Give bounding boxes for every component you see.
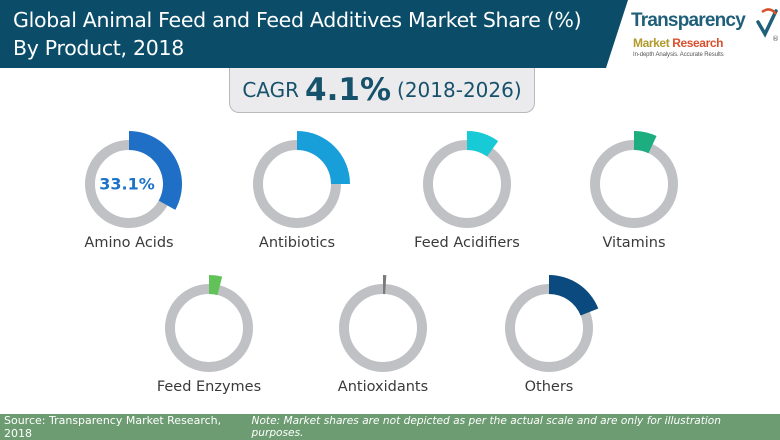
donut-antibiotics: [253, 131, 350, 228]
donut-segment-feed-enzymes: [209, 275, 223, 296]
logo-subname-market: Market: [633, 36, 673, 50]
logo-subname-research: Research: [672, 36, 724, 50]
cagr-value: 4.1%: [305, 72, 392, 108]
source-text: Source: Transparency Market Research, 20…: [4, 414, 222, 440]
logo-tagline: In-depth Analysis. Accurate Results: [633, 52, 724, 58]
donut-segment-feed-acidifiers: [467, 131, 499, 157]
category-label-feed-enzymes: Feed Enzymes: [156, 379, 262, 395]
cagr-label: CAGR: [242, 78, 300, 102]
category-label-feed-acidifiers: Feed Acidifiers: [414, 235, 520, 251]
donut-segment-antibiotics: [297, 131, 350, 184]
title-banner: [0, 0, 628, 68]
donut-segment-vitamins: [634, 131, 657, 154]
value-label-amino-acids: 33.1%: [99, 174, 155, 194]
logo: Transparency ® Market Research In-depth …: [628, 2, 780, 68]
category-label-antioxidants: Antioxidants: [337, 379, 429, 395]
cagr-box: CAGR 4.1% (2018-2026): [229, 68, 535, 113]
registered-icon: ®: [772, 35, 779, 43]
chart-title: Global Animal Feed and Feed Additives Ma…: [13, 6, 603, 62]
note-text: Note: Market shares are not depicted as …: [251, 415, 721, 439]
donut-vitamins: [590, 131, 678, 228]
donut-track-vitamins: [590, 140, 678, 228]
donut-antioxidants: [339, 275, 427, 372]
donut-track-feed-acidifiers: [423, 140, 511, 228]
donut-feed-enzymes: [165, 275, 253, 372]
title-line-2: By Product, 2018: [13, 36, 184, 60]
category-label-others: Others: [524, 379, 574, 395]
category-label-antibiotics: Antibiotics: [258, 235, 336, 251]
cagr-period: (2018-2026): [397, 78, 522, 102]
donut-track-antioxidants: [339, 284, 427, 372]
donut-segment-amino-acids: [129, 131, 183, 210]
logo-name: Transparency: [631, 10, 746, 31]
donut-segment-antioxidants: [383, 275, 387, 295]
donut-others: [505, 275, 599, 372]
title-line-1: Global Animal Feed and Feed Additives Ma…: [13, 8, 582, 32]
category-label-amino-acids: Amino Acids: [84, 235, 174, 251]
category-label-vitamins: Vitamins: [602, 235, 666, 251]
checkmark-icon: [756, 8, 778, 38]
logo-subname: Market Research: [633, 36, 723, 50]
footer: Source: Transparency Market Research, 20…: [0, 414, 780, 440]
donut-track-feed-enzymes: [165, 284, 253, 372]
donut-amino-acids: [85, 131, 183, 228]
donut-segment-others: [549, 275, 599, 316]
donut-feed-acidifiers: [423, 131, 511, 228]
